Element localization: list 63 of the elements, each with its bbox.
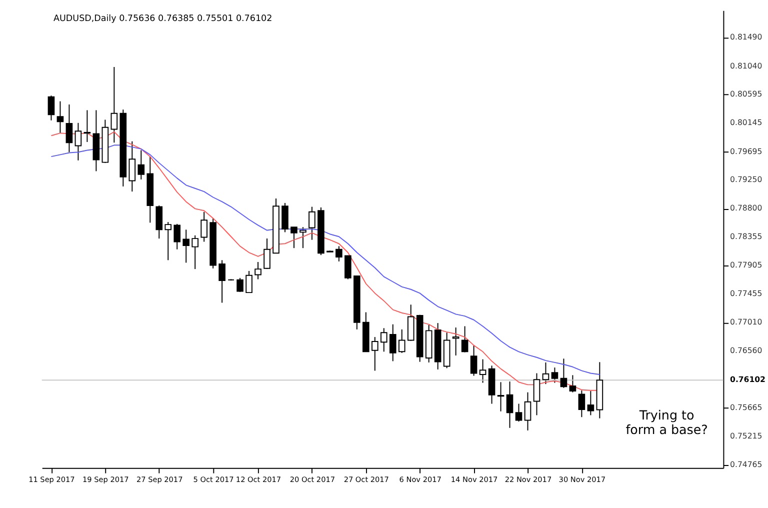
candlestick bbox=[578, 390, 586, 418]
y-tick-label: 0.80595 bbox=[730, 90, 762, 99]
candlestick bbox=[371, 336, 378, 372]
candlestick bbox=[56, 100, 64, 134]
candlestick bbox=[182, 229, 190, 264]
candlestick bbox=[300, 226, 306, 249]
y-tick-label: 0.80145 bbox=[730, 118, 762, 128]
y-tick-label: 0.78800 bbox=[730, 204, 762, 213]
text: Trying to form a base? bbox=[626, 407, 708, 437]
y-tick-label: 0.77010 bbox=[730, 317, 762, 326]
candlestick bbox=[192, 234, 198, 270]
candlestick bbox=[128, 140, 136, 192]
candlestick bbox=[344, 255, 352, 280]
candlestick bbox=[66, 104, 73, 153]
y-tick-label: 0.81040 bbox=[730, 61, 762, 70]
y-tick-label: 0.77455 bbox=[730, 289, 762, 298]
ref-line-label: 0.76102 bbox=[730, 375, 766, 384]
candlestick bbox=[156, 205, 163, 240]
candlestick bbox=[479, 358, 486, 384]
candlestick bbox=[290, 226, 298, 249]
candlestick bbox=[236, 277, 244, 292]
candlestick bbox=[308, 206, 316, 240]
y-tick-label: 0.79250 bbox=[730, 175, 762, 184]
candlestick bbox=[560, 358, 568, 388]
y-tick-label: 0.75215 bbox=[730, 431, 762, 440]
candlestick bbox=[533, 372, 540, 416]
candlestick bbox=[164, 222, 172, 261]
candlestick bbox=[407, 304, 414, 342]
candlestick bbox=[246, 270, 252, 294]
candlestick bbox=[461, 326, 468, 353]
candlestick bbox=[110, 66, 118, 144]
candlestick bbox=[282, 202, 288, 233]
candlestick bbox=[200, 211, 208, 242]
candlestick bbox=[264, 238, 270, 270]
candlestick bbox=[389, 324, 396, 362]
candlestick bbox=[398, 328, 406, 354]
candlestick bbox=[452, 327, 460, 356]
candlestick bbox=[48, 95, 55, 121]
candlestick bbox=[254, 262, 262, 280]
candlestick bbox=[84, 110, 91, 142]
candlestick bbox=[138, 150, 145, 180]
candlestick bbox=[497, 382, 504, 412]
candlestick bbox=[74, 122, 82, 161]
y-tick-label: 0.75665 bbox=[730, 402, 762, 412]
candlestick bbox=[470, 344, 478, 376]
candlestick bbox=[506, 381, 514, 428]
candlestick bbox=[515, 403, 522, 422]
y-tick-label: 0.79695 bbox=[730, 146, 762, 156]
candlestick bbox=[218, 260, 226, 304]
candlestick bbox=[380, 328, 388, 352]
candlestick bbox=[587, 390, 594, 416]
y-tick-label: 0.81490 bbox=[730, 32, 762, 42]
candlestick bbox=[569, 374, 576, 393]
chart-title: AUDUSD,Daily 0.75636 0.76385 0.75501 0.76102 bbox=[54, 14, 272, 24]
candlestick bbox=[542, 362, 550, 385]
candlestick bbox=[174, 223, 181, 250]
candlestick bbox=[551, 367, 558, 384]
y-tick-label: 0.76560 bbox=[730, 346, 762, 355]
candlestick bbox=[336, 246, 342, 262]
y-tick-label: 0.74765 bbox=[730, 460, 762, 470]
y-tick-label: 0.77905 bbox=[730, 260, 762, 270]
candlestick bbox=[524, 392, 532, 431]
y-tick-label: 0.78355 bbox=[730, 232, 762, 241]
